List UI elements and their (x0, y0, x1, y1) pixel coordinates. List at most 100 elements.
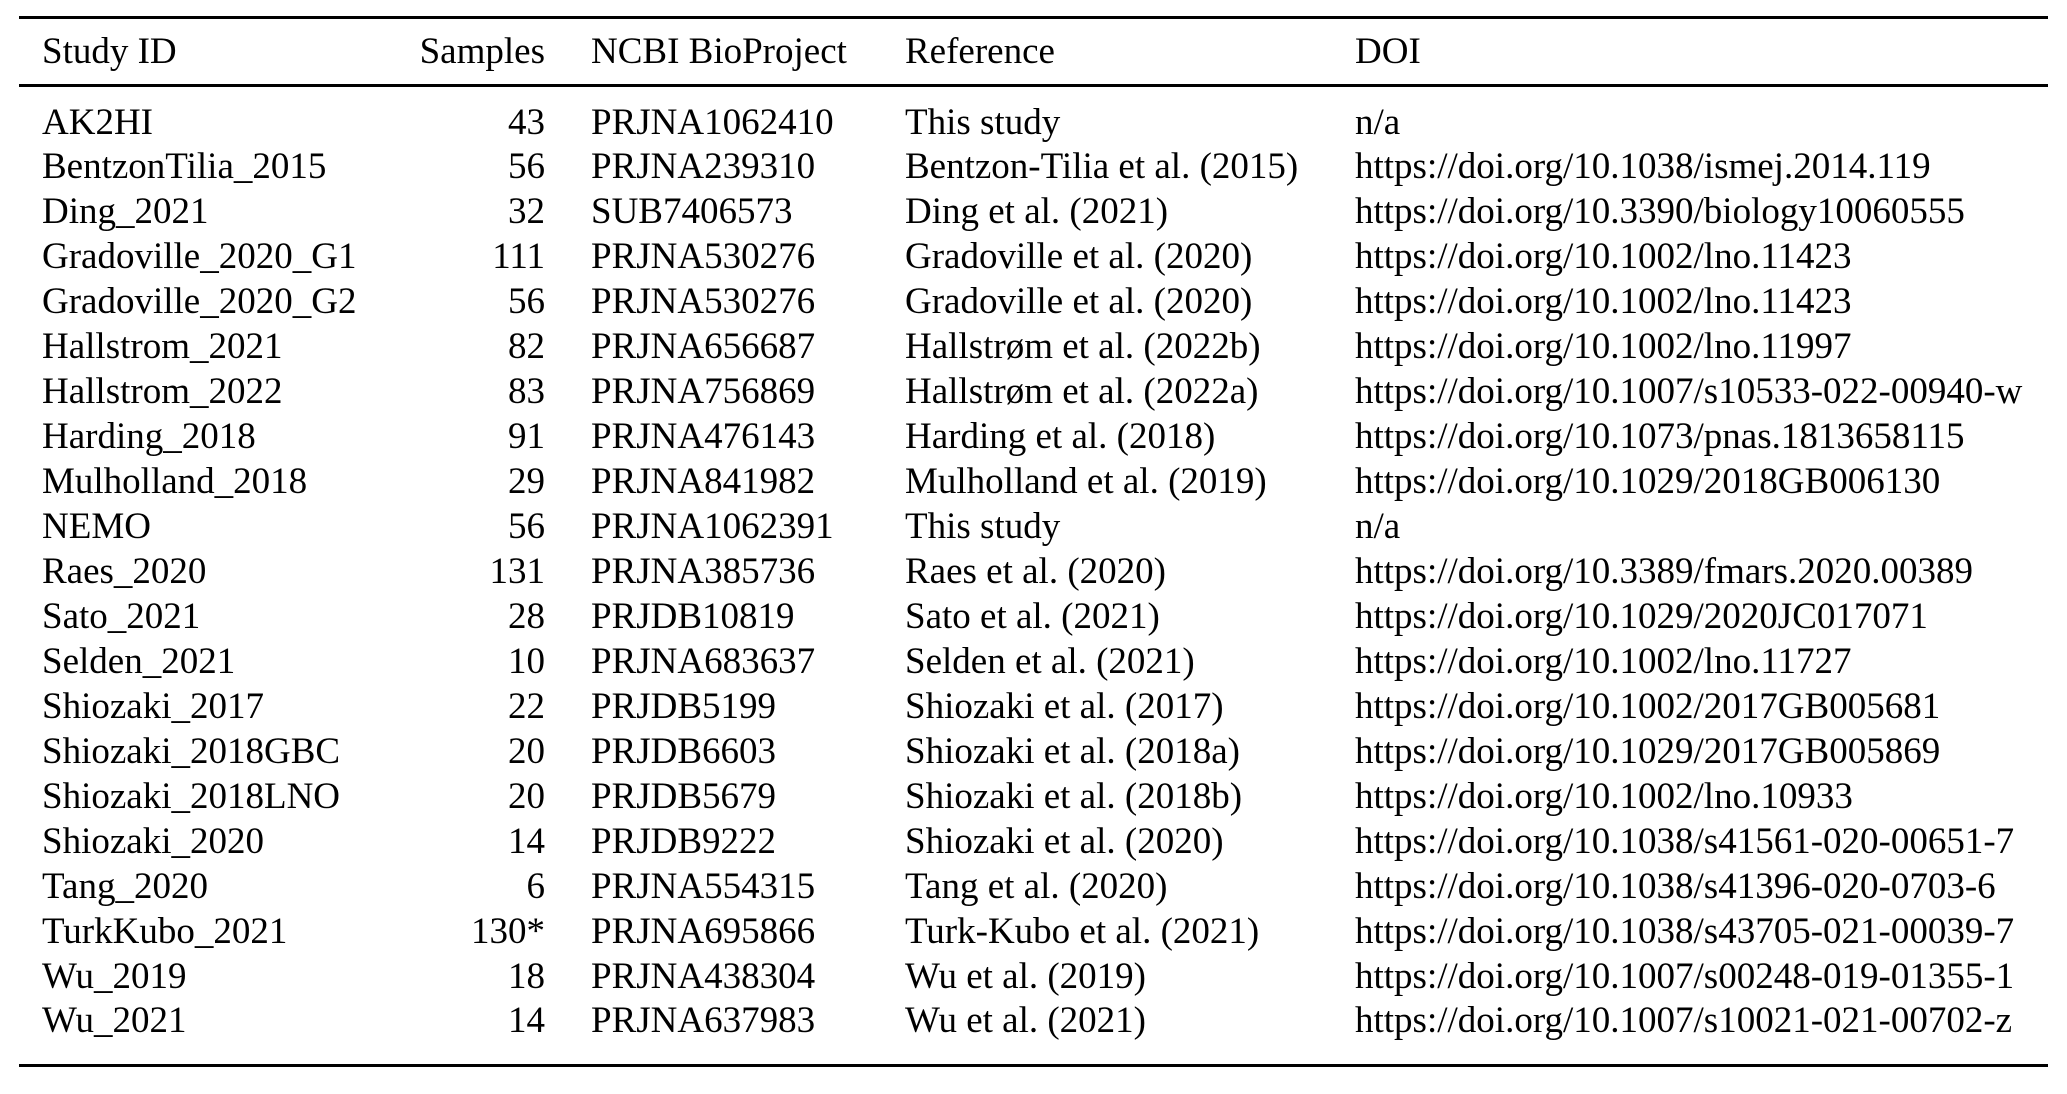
doi-cell: https://doi.org/10.1073/pnas.1813658115 (1355, 416, 1965, 457)
samples-cell: 20 (508, 731, 545, 772)
bioproject-cell: PRJNA1062391 (591, 506, 834, 547)
study-id-cell: Gradoville_2020_G1 (42, 236, 357, 277)
bioproject-cell: PRJDB6603 (591, 731, 777, 772)
reference-cell: Shiozaki et al. (2018b) (905, 776, 1243, 817)
study-id-cell: Gradoville_2020_G2 (42, 281, 357, 322)
reference-cell: Selden et al. (2021) (905, 641, 1195, 682)
doi-cell: n/a (1355, 102, 1401, 143)
bioproject-cell: PRJNA695866 (591, 911, 816, 952)
table-row: Hallstrom_2022 83 PRJNA756869 Hallstrøm … (19, 369, 2048, 414)
table-row: BentzonTilia_2015 56 PRJNA239310 Bentzon… (19, 144, 2048, 189)
study-id-cell: Shiozaki_2017 (42, 686, 264, 727)
reference-cell: This study (905, 506, 1061, 547)
bioproject-cell: PRJDB9222 (591, 821, 777, 862)
samples-cell: 14 (508, 821, 545, 862)
studies-table: Study ID Samples NCBI BioProject Referen… (19, 16, 2048, 1067)
reference-cell: Harding et al. (2018) (905, 416, 1216, 457)
doi-cell: https://doi.org/10.1038/s41561-020-00651… (1355, 821, 2015, 862)
doi-cell: https://doi.org/10.1029/2020JC017071 (1355, 596, 1928, 637)
study-id-cell: Hallstrom_2022 (42, 371, 283, 412)
study-id-cell: Harding_2018 (42, 416, 256, 457)
studies-table-container: Study ID Samples NCBI BioProject Referen… (19, 16, 2048, 1067)
bioproject-cell: PRJNA756869 (591, 371, 816, 412)
study-id-cell: Selden_2021 (42, 641, 236, 682)
reference-cell: Shiozaki et al. (2020) (905, 821, 1224, 862)
samples-cell: 20 (508, 776, 545, 817)
reference-cell: Ding et al. (2021) (905, 191, 1169, 232)
table-row: Raes_2020 131 PRJNA385736 Raes et al. (2… (19, 549, 2048, 594)
study-id-cell: Wu_2019 (42, 956, 187, 997)
doi-cell: https://doi.org/10.1002/lno.11727 (1355, 641, 1852, 682)
table-body: AK2HI 43 PRJNA1062410 This study n/a Ben… (19, 86, 2048, 1066)
doi-cell: https://doi.org/10.1029/2017GB005869 (1355, 731, 1941, 772)
study-id-cell: Shiozaki_2020 (42, 821, 264, 862)
study-id-cell: BentzonTilia_2015 (42, 146, 327, 187)
table-row: Ding_2021 32 SUB7406573 Ding et al. (202… (19, 189, 2048, 234)
doi-cell: https://doi.org/10.1038/s41396-020-0703-… (1355, 866, 1996, 907)
table-row: Shiozaki_2020 14 PRJDB9222 Shiozaki et a… (19, 819, 2048, 864)
table-row: Sato_2021 28 PRJDB10819 Sato et al. (202… (19, 594, 2048, 639)
bioproject-cell: PRJNA683637 (591, 641, 816, 682)
samples-cell: 83 (508, 371, 545, 412)
doi-cell: https://doi.org/10.1002/lno.11423 (1355, 281, 1852, 322)
doi-cell: https://doi.org/10.1002/lno.10933 (1355, 776, 1853, 817)
samples-cell: 28 (508, 596, 545, 637)
study-id-cell: Tang_2020 (42, 866, 208, 907)
reference-cell: Gradoville et al. (2020) (905, 281, 1253, 322)
reference-cell: Turk-Kubo et al. (2021) (905, 911, 1260, 952)
study-id-cell: Mulholland_2018 (42, 461, 308, 502)
samples-cell: 56 (508, 281, 545, 322)
bioproject-cell: PRJDB5679 (591, 776, 777, 817)
samples-cell: 10 (508, 641, 545, 682)
table-row: Gradoville_2020_G1 111 PRJNA530276 Grado… (19, 234, 2048, 279)
reference-cell: Mulholland et al. (2019) (905, 461, 1267, 502)
samples-cell: 32 (508, 191, 545, 232)
reference-cell: Hallstrøm et al. (2022b) (905, 326, 1261, 367)
doi-cell: n/a (1355, 506, 1401, 547)
reference-cell: Hallstrøm et al. (2022a) (905, 371, 1259, 412)
bioproject-cell: PRJNA530276 (591, 281, 816, 322)
reference-cell: Raes et al. (2020) (905, 551, 1166, 592)
table-row: Gradoville_2020_G2 56 PRJNA530276 Gradov… (19, 279, 2048, 324)
study-id-cell: Hallstrom_2021 (42, 326, 283, 367)
doi-cell: https://doi.org/10.1007/s10533-022-00940… (1355, 371, 2023, 412)
study-id-cell: Sato_2021 (42, 596, 201, 637)
bioproject-cell: PRJDB5199 (591, 686, 777, 727)
doi-cell: https://doi.org/10.1038/s43705-021-00039… (1355, 911, 2015, 952)
doi-cell: https://doi.org/10.1002/lno.11997 (1355, 326, 1852, 367)
doi-cell: https://doi.org/10.1002/lno.11423 (1355, 236, 1852, 277)
samples-cell: 130* (471, 911, 545, 952)
col-header-bioproject: NCBI BioProject (545, 17, 905, 87)
reference-cell: Shiozaki et al. (2018a) (905, 731, 1240, 772)
samples-cell: 18 (508, 956, 545, 997)
doi-cell: https://doi.org/10.1002/2017GB005681 (1355, 686, 1941, 727)
study-id-cell: TurkKubo_2021 (42, 911, 288, 952)
samples-cell: 14 (508, 1000, 545, 1041)
samples-cell: 131 (489, 551, 546, 592)
header-row: Study ID Samples NCBI BioProject Referen… (19, 17, 2048, 87)
bioproject-cell: PRJNA476143 (591, 416, 816, 457)
bioproject-cell: PRJNA637983 (591, 1000, 816, 1041)
col-header-samples: Samples (399, 17, 545, 87)
bioproject-cell: PRJNA239310 (591, 146, 816, 187)
table-row: TurkKubo_2021 130* PRJNA695866 Turk-Kubo… (19, 909, 2048, 954)
study-id-cell: Shiozaki_2018LNO (42, 776, 341, 817)
reference-cell: Sato et al. (2021) (905, 596, 1160, 637)
bioproject-cell: PRJNA1062410 (591, 102, 834, 143)
table-header: Study ID Samples NCBI BioProject Referen… (19, 17, 2048, 87)
doi-cell: https://doi.org/10.1007/s10021-021-00702… (1355, 1000, 2013, 1041)
samples-cell: 56 (508, 506, 545, 547)
doi-cell: https://doi.org/10.3390/biology10060555 (1355, 191, 1965, 232)
samples-cell: 111 (492, 236, 545, 277)
table-row: AK2HI 43 PRJNA1062410 This study n/a (19, 86, 2048, 145)
bioproject-cell: PRJNA554315 (591, 866, 816, 907)
reference-cell: Tang et al. (2020) (905, 866, 1168, 907)
reference-cell: Bentzon-Tilia et al. (2015) (905, 146, 1299, 187)
table-row: Wu_2019 18 PRJNA438304 Wu et al. (2019) … (19, 954, 2048, 999)
table-row: Wu_2021 14 PRJNA637983 Wu et al. (2021) … (19, 999, 2048, 1066)
study-id-cell: Raes_2020 (42, 551, 207, 592)
study-id-cell: Ding_2021 (42, 191, 209, 232)
samples-cell: 22 (508, 686, 545, 727)
table-row: Shiozaki_2018LNO 20 PRJDB5679 Shiozaki e… (19, 774, 2048, 819)
reference-cell: Wu et al. (2019) (905, 956, 1146, 997)
